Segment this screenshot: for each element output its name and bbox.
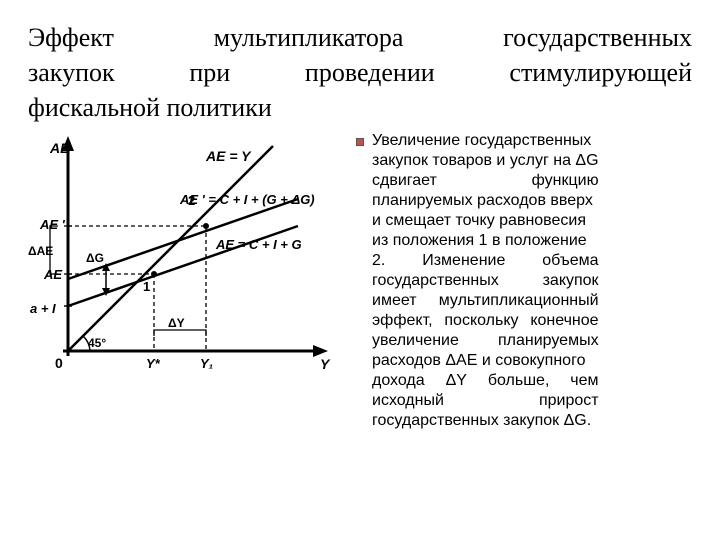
title-w7: стимулирующей (509, 55, 692, 90)
bl13b: ΔY (446, 371, 467, 391)
bl11b: планируемых (498, 331, 599, 351)
title-w2: мультипликатора (214, 20, 404, 55)
label-lower-line: AE = C + I + G (215, 237, 302, 252)
bl13d: чем (570, 371, 598, 391)
bl9a: имеет (372, 291, 417, 311)
bl2: закупок товаров и услуг на ΔG (372, 151, 599, 171)
title-w1: Эффект (28, 20, 114, 55)
title-w3: государственных (503, 20, 692, 55)
point-1-marker (151, 271, 157, 277)
bl10c: конечное (530, 311, 598, 331)
bl5: и смещает точку равновесия (372, 211, 599, 231)
label-delta-g: ΔG (86, 251, 104, 265)
label-p2: 2 (188, 193, 195, 208)
bl13a: дохода (372, 371, 425, 391)
bl8b: закупок (543, 271, 599, 291)
bl7b: Изменение (422, 251, 505, 271)
title-w4: закупок (28, 55, 115, 90)
title-w6: проведении (305, 55, 435, 90)
slide-title: Эффект мультипликатора государственных з… (28, 20, 692, 125)
bl3b: функцию (532, 171, 599, 191)
label-delta-ae: ΔAE (28, 244, 53, 258)
bl7c: объема (542, 251, 598, 271)
delta-y-bracket (154, 330, 206, 336)
body-column: Увеличение государственных закупок товар… (356, 131, 692, 431)
bl3a: сдвигает (372, 171, 437, 191)
label-a-plus-i: a + I (30, 301, 56, 316)
bl6: из положения 1 в положение (372, 231, 599, 251)
bl15: государственных закупок ΔG. (372, 411, 599, 431)
bl1: Увеличение государственных (372, 131, 599, 151)
bl4: планируемых расходов вверх (372, 191, 599, 211)
bl10b: поскольку (444, 311, 518, 331)
bl7a: 2. (372, 251, 385, 271)
point-2-marker (203, 223, 209, 229)
bl11a: увеличение (372, 331, 459, 351)
label-ae-prime: AE ' (39, 217, 66, 232)
title-w5: при (189, 55, 230, 90)
bl13c: больше, (488, 371, 550, 391)
label-origin: 0 (55, 355, 63, 371)
label-y-axis: Y (320, 356, 331, 372)
bl9b: мультипликационный (439, 291, 599, 311)
bl12: расходов ΔAE и совокупного (372, 351, 599, 371)
bl10a: эффект, (372, 311, 433, 331)
title-w8: фискальной политики (28, 93, 272, 122)
body-text: Увеличение государственных закупок товар… (372, 131, 599, 431)
label-p1: 1 (143, 279, 150, 294)
label-y-star: Y* (146, 356, 161, 371)
label-45: 45° (88, 336, 106, 350)
label-ae-axis: AE (49, 140, 70, 156)
label-y1: Y₁ (200, 356, 213, 371)
bl8a: государственных (372, 271, 499, 291)
bullet-icon (356, 138, 364, 146)
bl14a: исходный (372, 391, 444, 411)
label-delta-y: ΔY (168, 316, 185, 330)
bl14b: прирост (539, 391, 599, 411)
label-ae-eq-y: AE = Y (205, 148, 252, 164)
label-ae0: AE (43, 267, 62, 282)
multiplier-diagram: AE Y 0 45° AE = Y AE ' = C + I + (G + ΔG… (28, 131, 338, 391)
label-upper-line: AE ' = C + I + (G + ΔG) (179, 192, 315, 207)
